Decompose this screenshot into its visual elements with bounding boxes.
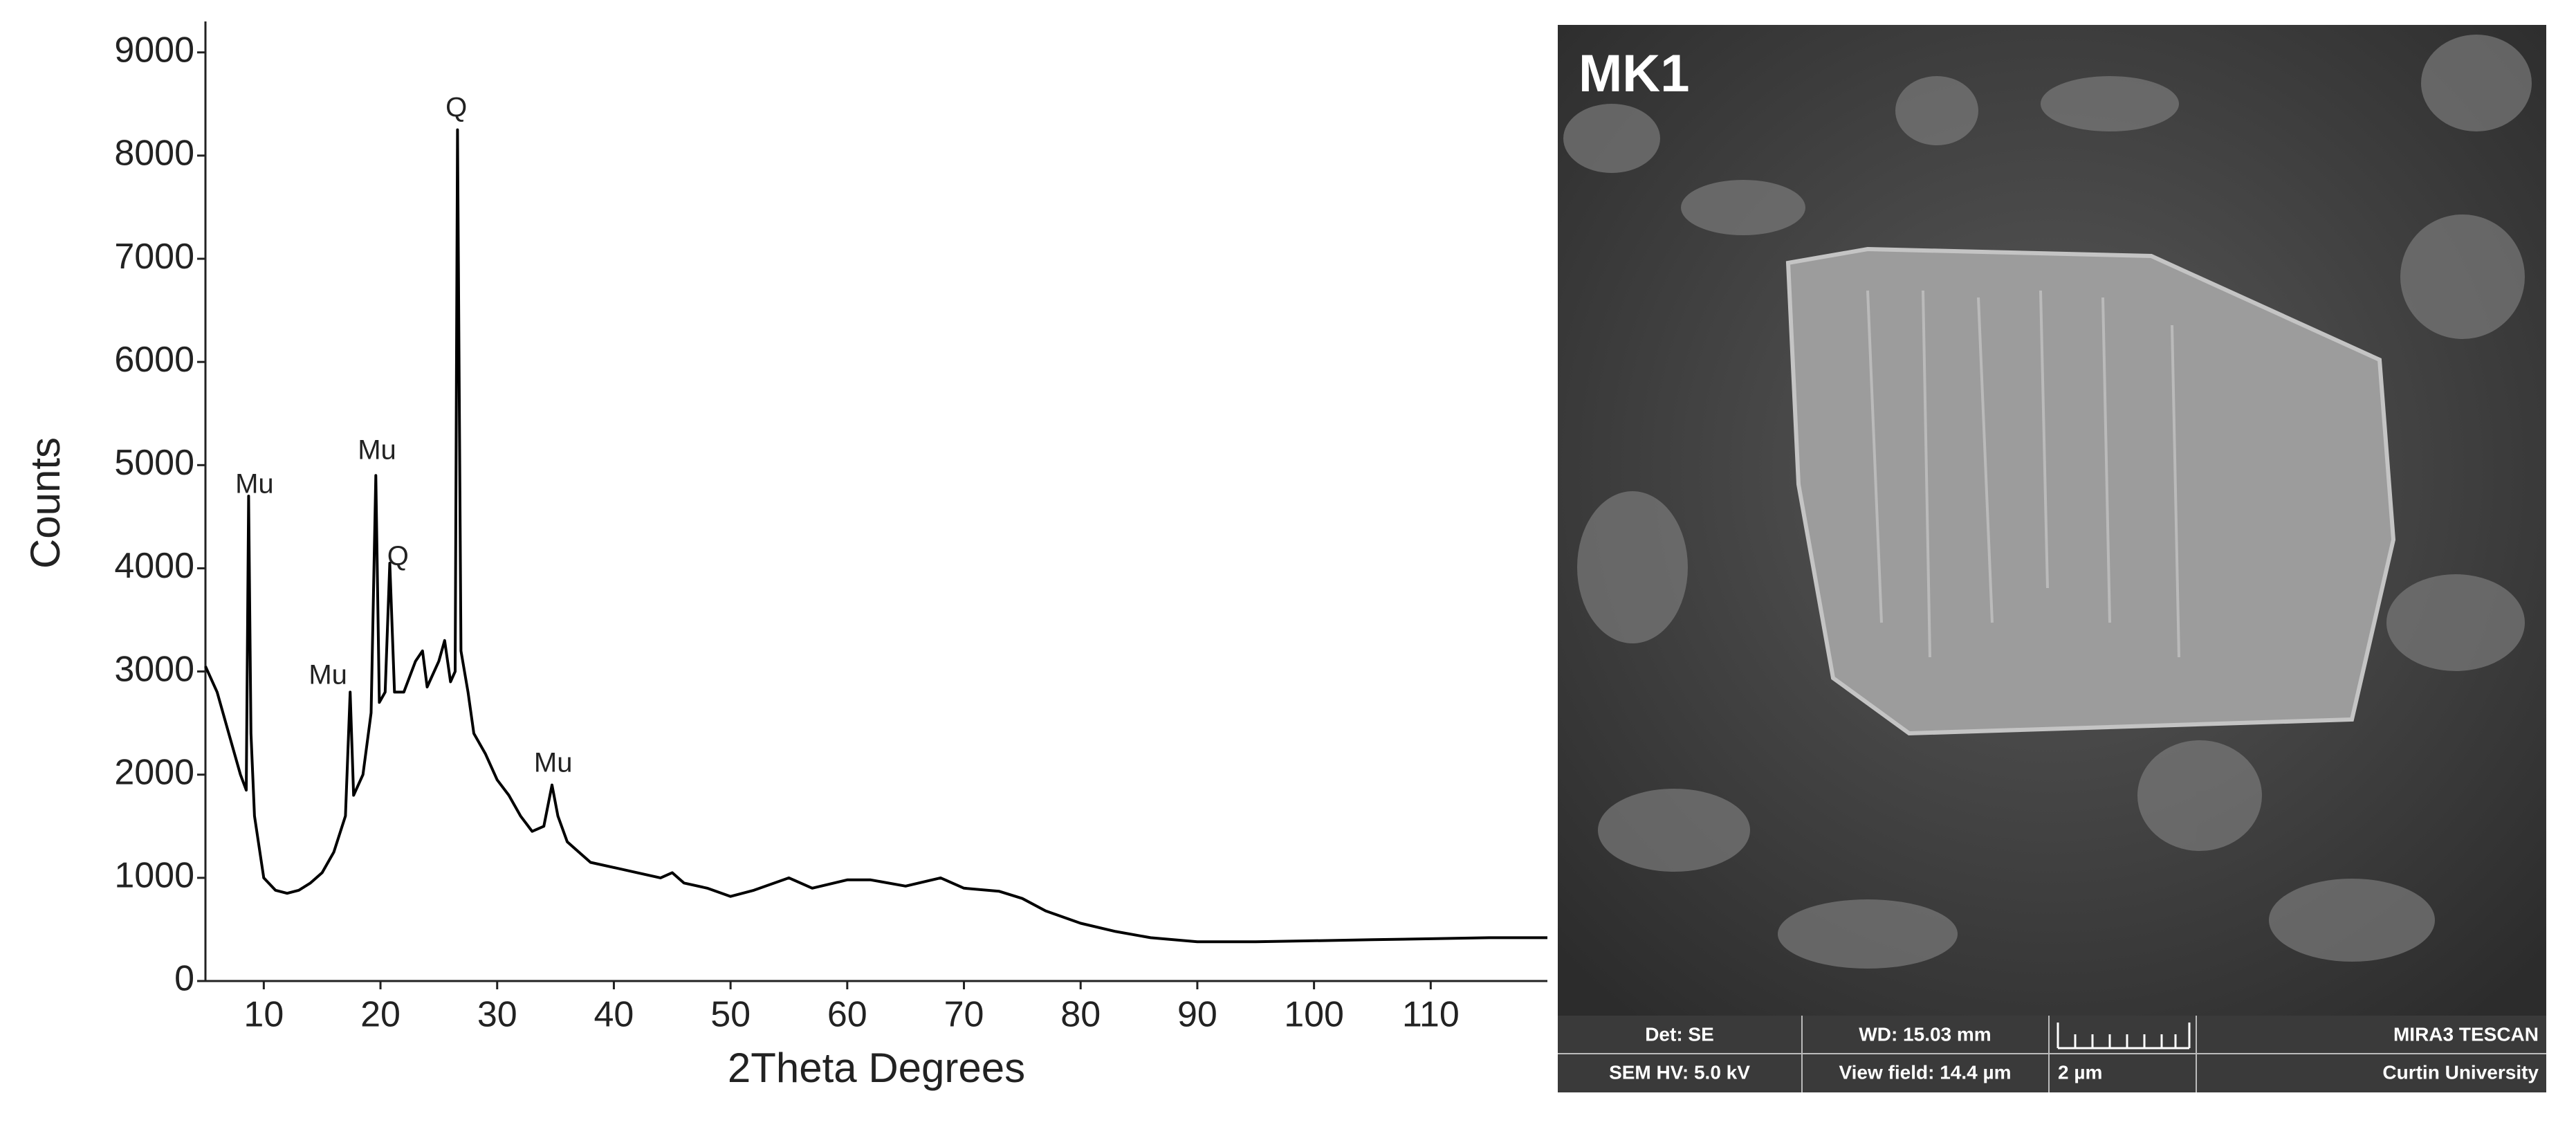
sem-label: MK1 bbox=[1579, 44, 1689, 103]
y-tick-label: 2000 bbox=[114, 752, 194, 792]
x-tick-label: 50 bbox=[710, 995, 751, 1035]
scale-ruler bbox=[2057, 1023, 2191, 1050]
y-tick-label: 5000 bbox=[114, 443, 194, 483]
info-hv: SEM HV: 5.0 kV bbox=[1609, 1061, 1750, 1083]
info-wd: WD: 15.03 mm bbox=[1859, 1023, 1991, 1045]
x-tick-label: 70 bbox=[944, 995, 984, 1035]
info-institution: Curtin University bbox=[2382, 1061, 2539, 1083]
y-tick-label: 4000 bbox=[114, 546, 194, 586]
x-tick-label: 40 bbox=[594, 995, 634, 1035]
x-tick-label: 110 bbox=[1402, 995, 1460, 1035]
peak-label: Mu bbox=[235, 469, 274, 500]
peak-label: Q bbox=[445, 92, 467, 122]
x-tick-label: 80 bbox=[1060, 995, 1101, 1035]
y-tick-label: 7000 bbox=[114, 237, 194, 277]
sem-texture bbox=[1866, 290, 2180, 658]
peak-label: Mu bbox=[358, 434, 396, 465]
y-tick-label: 8000 bbox=[114, 134, 194, 174]
y-tick-label: 9000 bbox=[114, 30, 194, 70]
y-axis-title: Counts bbox=[22, 437, 68, 569]
info-view-field: View field: 14.4 µm bbox=[1839, 1061, 2011, 1083]
y-tick-label: 6000 bbox=[114, 340, 194, 380]
info-microscope: MIRA3 TESCAN bbox=[2393, 1023, 2539, 1045]
x-tick-label: 100 bbox=[1284, 995, 1344, 1035]
x-tick-label: 10 bbox=[243, 995, 284, 1035]
y-tick-label: 0 bbox=[174, 959, 194, 999]
sem-particles bbox=[1563, 35, 2532, 969]
x-axis-title: 2Theta Degrees bbox=[728, 1045, 1025, 1091]
sem-crystal bbox=[1785, 246, 2396, 736]
y-tick-label: 3000 bbox=[114, 649, 194, 689]
x-tick-label: 90 bbox=[1177, 995, 1217, 1035]
info-scale: 2 µm bbox=[2058, 1061, 2102, 1083]
x-tick-label: 30 bbox=[477, 995, 517, 1035]
x-tick-label: 20 bbox=[360, 995, 401, 1035]
sem-panel: MK1 Det: SE WD: 15.03 mm MIRA3 TESCAN SE… bbox=[1558, 25, 2546, 1092]
peak-label: Mu bbox=[309, 660, 347, 690]
y-tick-label: 1000 bbox=[114, 856, 194, 896]
peak-label: Q bbox=[387, 541, 409, 571]
xrd-line bbox=[204, 128, 1547, 944]
x-tick-label: 60 bbox=[827, 995, 867, 1035]
info-dividers bbox=[1558, 1016, 2546, 1092]
info-detector: Det: SE bbox=[1645, 1023, 1714, 1045]
peak-label: Mu bbox=[534, 747, 573, 778]
